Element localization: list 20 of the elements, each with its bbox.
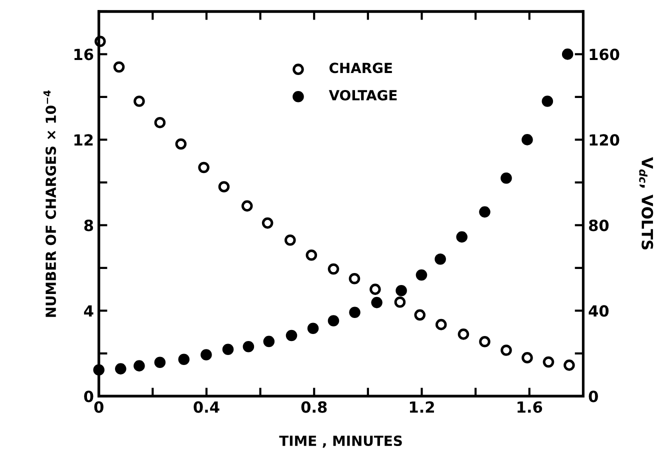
y-tick-label: 0 bbox=[84, 390, 94, 402]
y2-tick-label: 0 bbox=[588, 390, 598, 402]
x-axis-title: TIME , MINUTES bbox=[279, 436, 402, 448]
y2-tick-label: 120 bbox=[590, 134, 620, 146]
legend-label: VOLTAGE bbox=[328, 90, 397, 101]
legend-label: CHARGE bbox=[329, 62, 392, 74]
y-tick-label: 16 bbox=[74, 48, 94, 60]
y2-tick-label: 40 bbox=[588, 305, 609, 317]
x-tick-label: 1.2 bbox=[410, 401, 434, 413]
y-tick-label: 8 bbox=[84, 220, 94, 232]
y2-axis-title: V$_{dc}$, VOLTS bbox=[639, 157, 654, 250]
x-tick-label: 0 bbox=[94, 401, 104, 413]
x-tick-label: 1.6 bbox=[518, 401, 542, 413]
y2-tick-label: 160 bbox=[590, 48, 620, 60]
x-tick-label: 0.8 bbox=[301, 401, 327, 413]
y-tick-label: 12 bbox=[74, 134, 93, 146]
y2-tick-label: 80 bbox=[589, 220, 609, 232]
y-axis-title: NUMBER OF CHARGES × 10$^{−4}$ bbox=[43, 90, 56, 317]
y-tick-label: 4 bbox=[84, 305, 94, 316]
x-tick-label: 0.4 bbox=[194, 401, 220, 413]
